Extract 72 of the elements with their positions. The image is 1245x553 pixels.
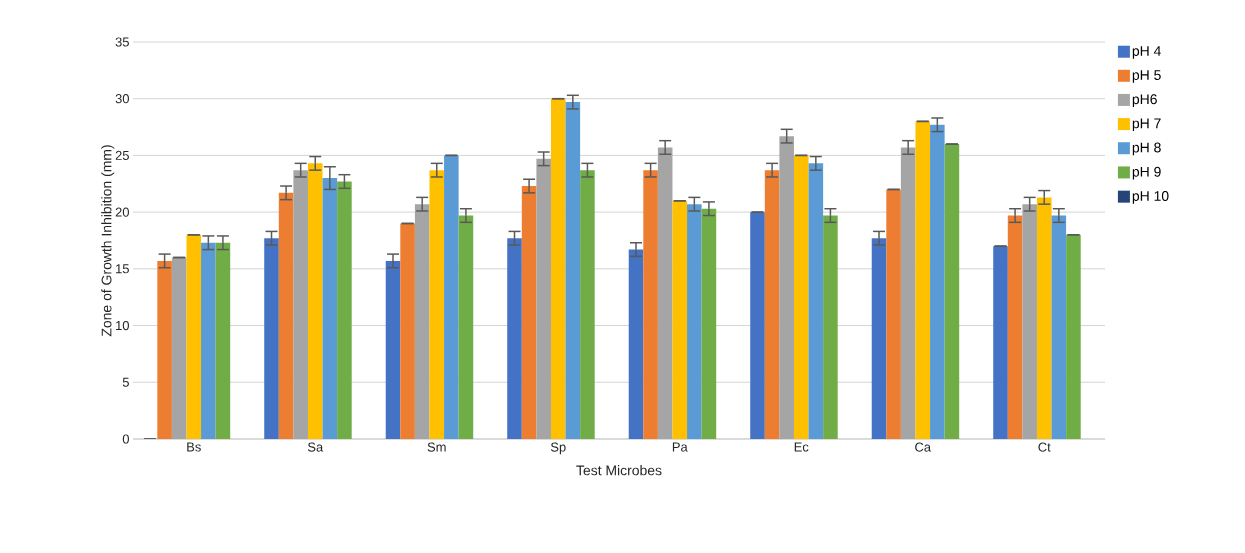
bar — [915, 121, 931, 439]
x-tick-label: Pa — [672, 442, 688, 452]
bar — [672, 200, 688, 439]
y-tick-label: 10 — [116, 320, 129, 331]
bar — [944, 144, 960, 439]
y-tick-label: 15 — [116, 264, 129, 274]
y-tick-label: 35 — [115, 37, 129, 47]
bar — [307, 163, 323, 439]
bar — [186, 234, 202, 439]
bar — [701, 208, 717, 439]
bar — [157, 260, 172, 439]
x-tick-label: Sm — [427, 442, 446, 452]
bar — [215, 242, 231, 439]
bar — [1066, 234, 1081, 439]
legend-label: pH 8 — [1132, 142, 1161, 156]
bar — [793, 155, 809, 439]
bar — [507, 238, 522, 439]
bar — [400, 223, 415, 439]
bar — [993, 246, 1008, 439]
x-axis-title: Test Microbes — [576, 465, 662, 476]
bar — [900, 147, 916, 439]
y-tick-label: 20 — [115, 207, 129, 217]
bar — [278, 192, 294, 439]
bar — [764, 170, 780, 439]
bar — [536, 158, 551, 439]
bar — [750, 212, 765, 439]
bar — [580, 170, 595, 439]
bar — [322, 178, 338, 439]
bar — [444, 155, 459, 439]
x-tick-label: Ec — [794, 442, 809, 452]
y-tick-label: 5 — [122, 377, 129, 387]
legend-label: pH 9 — [1132, 166, 1161, 180]
x-tick-label: Sa — [307, 442, 324, 452]
y-tick-label: 30 — [115, 94, 129, 104]
bar — [385, 260, 401, 439]
bar — [657, 147, 673, 439]
bar — [1022, 204, 1037, 439]
bar — [823, 215, 838, 439]
legend-label: pH 7 — [1132, 118, 1161, 132]
bar — [886, 189, 901, 439]
bar — [550, 98, 566, 439]
bar — [1051, 215, 1067, 439]
x-tick-label: Bs — [187, 442, 201, 452]
bar — [779, 136, 794, 439]
y-tick-label: 25 — [115, 150, 129, 160]
bar — [201, 242, 216, 439]
bar — [565, 102, 581, 439]
legend-label: pH6 — [1132, 94, 1157, 107]
legend-label: pH 4 — [1132, 46, 1161, 59]
bar — [414, 204, 430, 439]
bar — [930, 124, 945, 439]
bar — [458, 215, 474, 439]
x-tick-label: Sp — [550, 442, 566, 455]
bar — [264, 238, 279, 439]
bar — [1036, 197, 1052, 439]
bar — [429, 170, 445, 439]
legend-label: pH 10 — [1132, 191, 1169, 204]
y-tick-label: 0 — [122, 434, 129, 444]
y-axis-title: Zone of Growth Inhibition (mm) — [101, 145, 115, 337]
bar — [521, 186, 537, 439]
bar — [871, 238, 887, 439]
bar — [643, 170, 658, 439]
bar — [628, 249, 644, 439]
bar — [171, 257, 187, 439]
x-tick-label: Ca — [915, 442, 932, 452]
x-tick-label: Ct — [1038, 442, 1051, 452]
bar — [337, 181, 352, 439]
bar — [687, 204, 702, 439]
bar — [808, 163, 824, 439]
bar — [293, 170, 308, 439]
bar — [1007, 215, 1023, 439]
legend-label: pH 5 — [1132, 70, 1161, 83]
